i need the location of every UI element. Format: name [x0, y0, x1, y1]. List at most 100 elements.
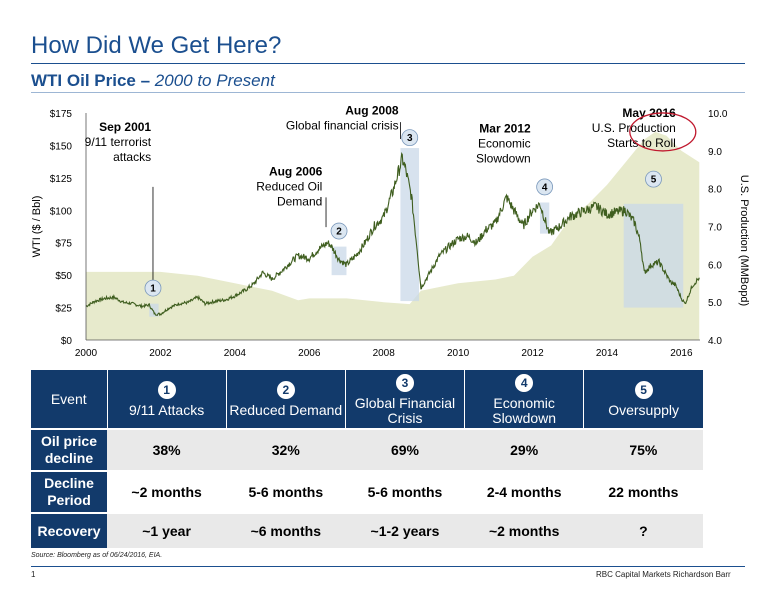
wti-price-line — [85, 151, 700, 317]
x-tick-label: 2012 — [521, 348, 544, 359]
decline-period-box — [623, 203, 684, 308]
table-cell: 75% — [583, 428, 703, 471]
row-label: Oil price decline — [31, 428, 107, 471]
y-tick-label: $0 — [61, 336, 73, 347]
event-marker — [536, 178, 554, 196]
event-number-badge: 1 — [156, 380, 177, 400]
event-marker-label: 2 — [336, 227, 342, 238]
event-number-badge: 3 — [394, 372, 415, 393]
table-row: Decline Period ~2 months 5-6 months 5-6 … — [31, 470, 703, 513]
y2-tick-label: 8.0 — [708, 185, 722, 196]
event-marker-label: 1 — [150, 284, 156, 295]
table-row: Oil price decline 38% 32% 69% 29% 75% — [31, 428, 703, 471]
y2-axis-label: U.S. Production (MMBopd) — [738, 175, 750, 306]
y-tick-label: $75 — [55, 239, 72, 250]
y-axis-label: WTI ($ / Bbl) — [31, 196, 43, 258]
page-number: 1 — [31, 570, 36, 579]
table-row: Recovery ~1 year ~6 months ~1-2 years ~2… — [31, 512, 703, 548]
y2-tick-label: 10.0 — [708, 109, 728, 120]
row-label: Decline Period — [31, 470, 107, 513]
events-table: Event 1 9/11 Attacks 2 Reduced Demand 3 Glo… — [31, 370, 703, 548]
event-column-label: Economic Slowdown — [492, 394, 557, 426]
x-tick-label: 2010 — [447, 348, 470, 359]
decline-period-box — [400, 148, 420, 302]
annotation-text: Reduced Oil — [256, 179, 322, 193]
decline-period-box — [149, 303, 159, 317]
decline-period-box — [539, 202, 550, 234]
annotation-title: Sep 2001 — [99, 120, 151, 134]
table-cell: ~2 months — [464, 512, 584, 548]
x-tick-label: 2004 — [224, 348, 247, 359]
annotation-text: Slowdown — [476, 151, 531, 165]
x-tick-label: 2016 — [670, 348, 693, 359]
table-cell: 38% — [107, 428, 227, 471]
y2-tick-label: 5.0 — [708, 298, 722, 309]
event-header: Event — [31, 370, 107, 429]
event-marker — [330, 222, 348, 240]
table-cell: ? — [583, 512, 703, 548]
page-title: How Did We Get Here? — [31, 32, 282, 59]
y-tick-label: $175 — [50, 109, 73, 120]
annotation-title: Aug 2008 — [345, 103, 399, 117]
table-cell: ~2 months — [107, 470, 227, 513]
table-cell: 5-6 months — [226, 470, 346, 513]
event-column-3: 3 Global Financial Crisis — [344, 370, 465, 429]
x-tick-label: 2002 — [149, 348, 172, 359]
y-tick-label: $25 — [55, 304, 72, 315]
annotation-text: Economic — [478, 136, 531, 150]
annotation-title: Aug 2006 — [269, 164, 323, 178]
wti-chart: $0 $25 $50 $75 $100 $125 $150 $175 4.0 5.0 6.0 7.0 8… — [31, 103, 750, 359]
annotation-text: Demand — [277, 194, 322, 208]
title-divider — [31, 63, 745, 64]
annotation-title: May 2016 — [622, 106, 676, 120]
annotation-text: Starts to Roll — [607, 136, 676, 150]
event-column-4: 4 Economic Slowdown — [464, 370, 584, 429]
event-marker-label: 4 — [542, 182, 548, 193]
y2-tick-label: 9.0 — [708, 147, 722, 158]
y-tick-label: $125 — [50, 174, 73, 185]
subtitle-light: 2000 to Present — [154, 71, 275, 90]
table-cell: ~1 year — [107, 512, 227, 548]
x-tick-label: 2000 — [75, 348, 98, 359]
event-number-badge: 2 — [275, 380, 296, 400]
source-note: Source: Bloomberg as of 06/24/2016, EIA. — [31, 552, 163, 559]
table-cell: 2-4 months — [464, 470, 584, 513]
y-tick-label: $50 — [55, 271, 72, 282]
event-column-label: Global Financial Crisis — [354, 394, 456, 426]
y2-tick-label: 7.0 — [708, 223, 722, 234]
subtitle-divider — [31, 92, 745, 93]
production-peak-circle — [629, 112, 697, 152]
annotation-text: attacks — [113, 150, 151, 164]
annotation-text: Global financial crisis — [286, 118, 399, 132]
event-number-badge: 4 — [514, 372, 535, 393]
production-area — [86, 131, 700, 340]
event-marker — [144, 279, 162, 297]
footer-divider — [31, 566, 745, 567]
event-column-label: Oversupply — [608, 402, 680, 418]
event-marker-label: 3 — [407, 133, 413, 144]
event-column-1: 1 9/11 Attacks — [106, 370, 227, 429]
y2-tick-label: 4.0 — [708, 336, 722, 347]
annotation-text: U.S. Production — [592, 121, 676, 135]
event-marker — [401, 129, 419, 147]
annotation-title: Mar 2012 — [479, 121, 531, 135]
table-cell: 69% — [345, 428, 465, 471]
y-tick-label: $150 — [50, 141, 73, 152]
table-cell: 29% — [464, 428, 584, 471]
chart-subtitle: WTI Oil Price – 2000 to Present — [31, 71, 275, 91]
event-marker — [645, 170, 662, 188]
y2-tick-label: 6.0 — [708, 260, 722, 271]
x-tick-label: 2008 — [373, 348, 396, 359]
event-column-label: Reduced Demand — [229, 402, 343, 418]
table-cell: 32% — [226, 428, 346, 471]
table-cell: 5-6 months — [345, 470, 465, 513]
footer-brand: RBC Capital Markets Richardson Barr — [596, 570, 731, 579]
x-tick-label: 2006 — [298, 348, 321, 359]
table-cell: ~6 months — [226, 512, 346, 548]
table-cell: 22 months — [583, 470, 703, 513]
table-header-row: Event 1 9/11 Attacks 2 Reduced Demand 3 Glo… — [31, 370, 703, 429]
table-cell: ~1-2 years — [345, 512, 465, 548]
event-column-5: 5 Oversupply — [583, 370, 703, 429]
subtitle-bold: WTI Oil Price – — [31, 71, 151, 90]
annotation-text: 9/11 terrorist — [85, 135, 152, 149]
